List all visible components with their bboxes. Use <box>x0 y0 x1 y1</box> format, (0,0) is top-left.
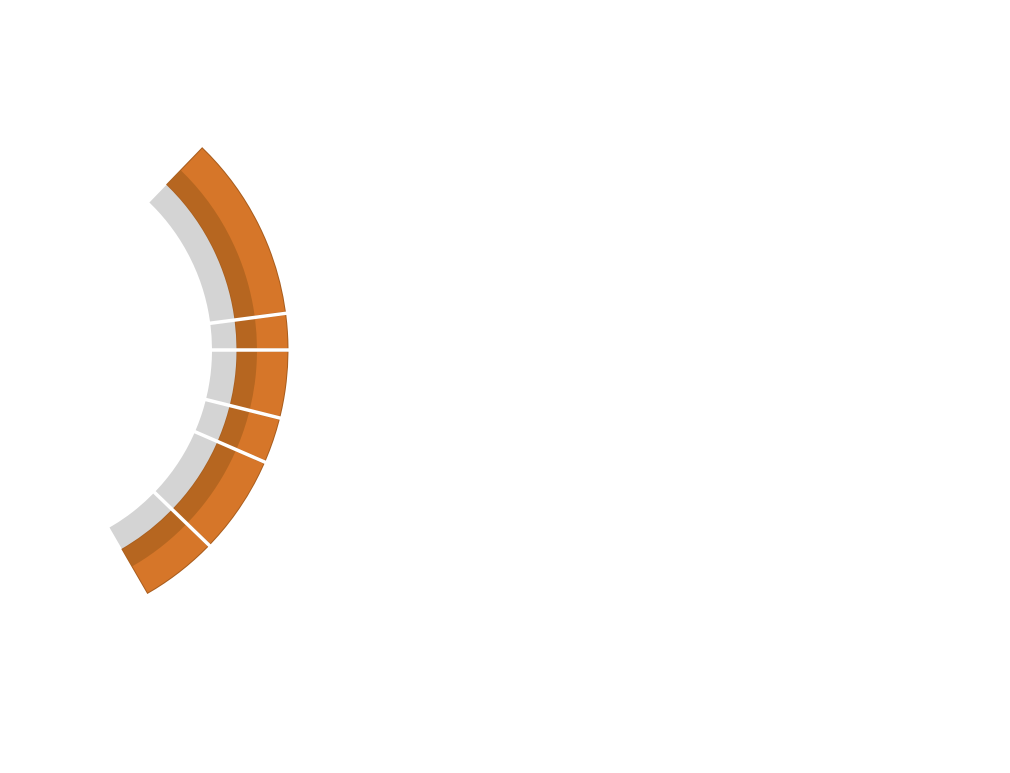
segment-separator-4 <box>192 429 270 466</box>
gray-track-layer <box>109 182 240 552</box>
arc-segment-shade-6 <box>122 510 186 567</box>
arc-segment-shade-5 <box>173 442 236 523</box>
orange-segment-layer <box>121 147 292 595</box>
track-segment-1 <box>149 182 238 323</box>
track-segment-5 <box>155 432 221 511</box>
arc-segment-shade-2 <box>235 318 257 349</box>
track-segment-2 <box>210 320 240 349</box>
track-segment-6 <box>109 493 174 552</box>
segment-separator-1 <box>208 311 290 326</box>
arc-segment-shade-1 <box>166 170 255 319</box>
arc-segment-shade-4 <box>218 406 250 449</box>
track-segment-3 <box>206 351 240 406</box>
segment-separator-3 <box>203 397 284 421</box>
segment-separator-5 <box>151 489 214 550</box>
arc-segment-6 <box>121 509 209 595</box>
arc-segment-shade-3 <box>230 351 257 410</box>
